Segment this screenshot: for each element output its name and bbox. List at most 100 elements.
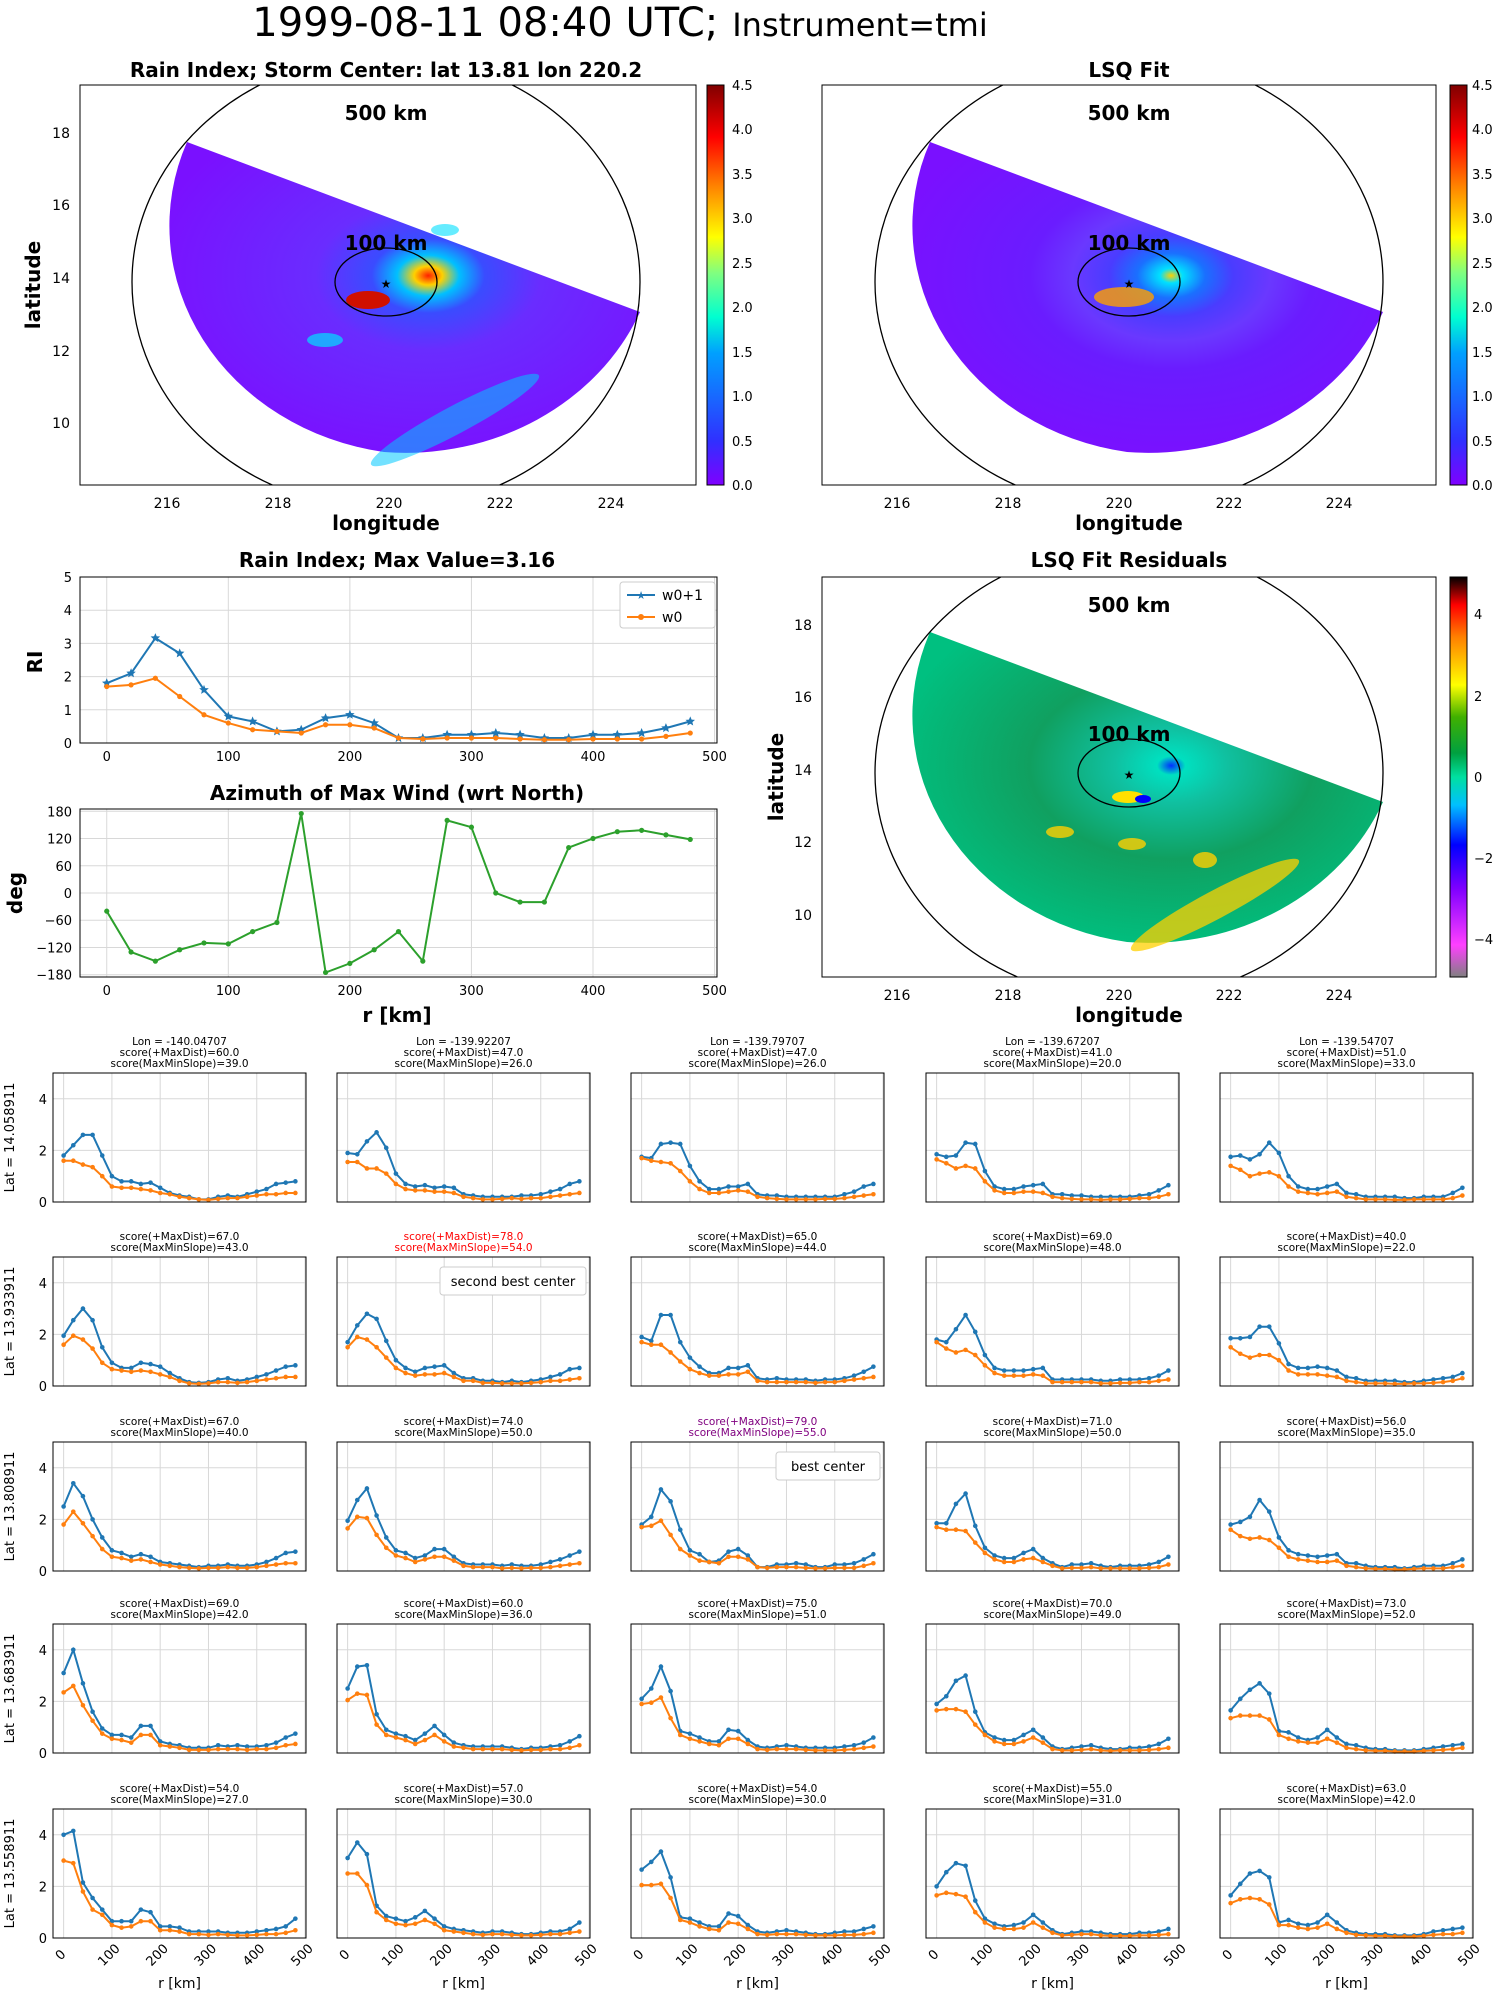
data-point xyxy=(152,958,158,964)
ytick-label: 5 xyxy=(64,571,72,586)
data-point xyxy=(509,1565,515,1571)
subplot: score(+MaxDist)=71.0score(MaxMinSlope)=5… xyxy=(925,1416,1180,1572)
data-point xyxy=(441,1927,447,1933)
data-point xyxy=(422,1182,428,1188)
data-point xyxy=(451,1744,457,1749)
data-point xyxy=(1460,1185,1465,1191)
subplot-title: Lon = -139.92207 xyxy=(416,1036,511,1048)
data-point xyxy=(1411,1197,1417,1202)
data-point xyxy=(80,1162,86,1167)
data-point xyxy=(528,1747,534,1753)
data-point xyxy=(490,1380,495,1386)
candidate-center-grid: Lon = -140.04707score(+MaxDist)=60.0scor… xyxy=(3,1036,1484,1992)
data-point xyxy=(745,1926,751,1932)
data-point xyxy=(128,1740,134,1745)
plot-frame xyxy=(336,1808,591,1939)
ytick-label: 10 xyxy=(794,908,812,924)
data-point xyxy=(383,1917,389,1923)
data-point xyxy=(1286,1368,1291,1373)
colorbar-tick: 4.5 xyxy=(1472,79,1493,94)
data-point xyxy=(1021,1920,1026,1925)
subplot-title: score(MaxMinSlope)=44.0 xyxy=(688,1242,826,1254)
data-point xyxy=(774,1375,780,1381)
data-point xyxy=(283,1560,289,1566)
data-point xyxy=(1276,1545,1282,1551)
data-point xyxy=(1079,1197,1084,1202)
data-point-star xyxy=(636,728,647,738)
data-point-star xyxy=(466,729,477,739)
data-point xyxy=(577,1365,582,1371)
data-point-star xyxy=(150,633,161,643)
data-point xyxy=(1146,1565,1152,1571)
data-point xyxy=(393,1365,399,1371)
data-point xyxy=(109,1548,115,1553)
data-point xyxy=(1324,1727,1330,1733)
circle-label-500km: 500 km xyxy=(345,101,428,125)
data-point xyxy=(196,1747,202,1753)
data-point xyxy=(548,1194,553,1200)
plot-area xyxy=(926,1624,1179,1753)
xtick-label: 400 xyxy=(818,1941,846,1969)
data-point xyxy=(1137,1748,1142,1753)
data-point xyxy=(70,1317,76,1323)
data-point xyxy=(393,1171,399,1176)
xtick-label: 400 xyxy=(581,750,606,765)
data-point xyxy=(1059,1748,1065,1753)
data-point xyxy=(639,1524,644,1530)
data-point xyxy=(354,1691,360,1696)
data-point xyxy=(254,1374,260,1380)
data-point xyxy=(755,1746,760,1752)
data-point xyxy=(393,1731,399,1736)
subplot: score(+MaxDist)=78.0score(MaxMinSlope)=5… xyxy=(336,1231,591,1387)
data-point xyxy=(354,1514,360,1520)
data-point xyxy=(371,947,377,953)
data-point xyxy=(697,1920,702,1925)
data-point xyxy=(992,1921,997,1927)
ytick-label: 18 xyxy=(52,126,70,142)
ytick-label: 3 xyxy=(64,637,72,652)
data-point xyxy=(687,1553,693,1558)
data-point xyxy=(1373,1197,1378,1202)
plot-area xyxy=(53,1073,306,1202)
data-point xyxy=(186,1195,192,1201)
data-point xyxy=(1228,1154,1233,1160)
xtick-label: 220 xyxy=(376,496,403,512)
data-point xyxy=(293,1374,298,1380)
data-point xyxy=(119,1918,124,1924)
data-point xyxy=(99,1907,105,1912)
data-point xyxy=(716,1927,722,1933)
data-point xyxy=(157,1372,163,1377)
data-point xyxy=(345,1871,350,1876)
data-point xyxy=(1460,1930,1465,1936)
data-point xyxy=(861,1557,867,1562)
data-point xyxy=(519,1933,524,1938)
data-point-star xyxy=(223,711,234,721)
subplot-title: score(MaxMinSlope)=31.0 xyxy=(983,1794,1121,1806)
plot-area xyxy=(1220,1257,1473,1386)
residual-cell xyxy=(1193,852,1217,868)
data-point xyxy=(1050,1563,1055,1569)
subplot-title: score(+MaxDist)=60.0 xyxy=(404,1598,524,1610)
data-point xyxy=(861,1375,867,1381)
lsq-fit-map: LSQ Fit ★ 500 km 100 km 216 218 220 222 … xyxy=(821,58,1493,535)
fit-circle-500km xyxy=(874,85,1384,485)
data-point xyxy=(354,1151,360,1157)
data-point xyxy=(1228,1527,1233,1533)
data-point xyxy=(1088,1742,1094,1748)
data-point xyxy=(992,1553,997,1558)
data-point xyxy=(412,1555,418,1561)
subplot: score(+MaxDist)=65.0score(MaxMinSlope)=4… xyxy=(630,1231,885,1387)
data-point xyxy=(1079,1562,1084,1567)
data-point xyxy=(982,1916,988,1921)
data-point xyxy=(273,1375,279,1381)
data-point xyxy=(61,1690,66,1695)
data-point xyxy=(480,1746,486,1752)
data-point xyxy=(109,1732,115,1738)
data-point xyxy=(1276,1341,1282,1346)
data-point xyxy=(264,1927,269,1933)
data-point xyxy=(963,1312,968,1318)
data-point xyxy=(953,1501,959,1507)
data-point xyxy=(157,1927,163,1933)
data-point xyxy=(668,1532,673,1538)
data-point xyxy=(1059,1566,1065,1571)
